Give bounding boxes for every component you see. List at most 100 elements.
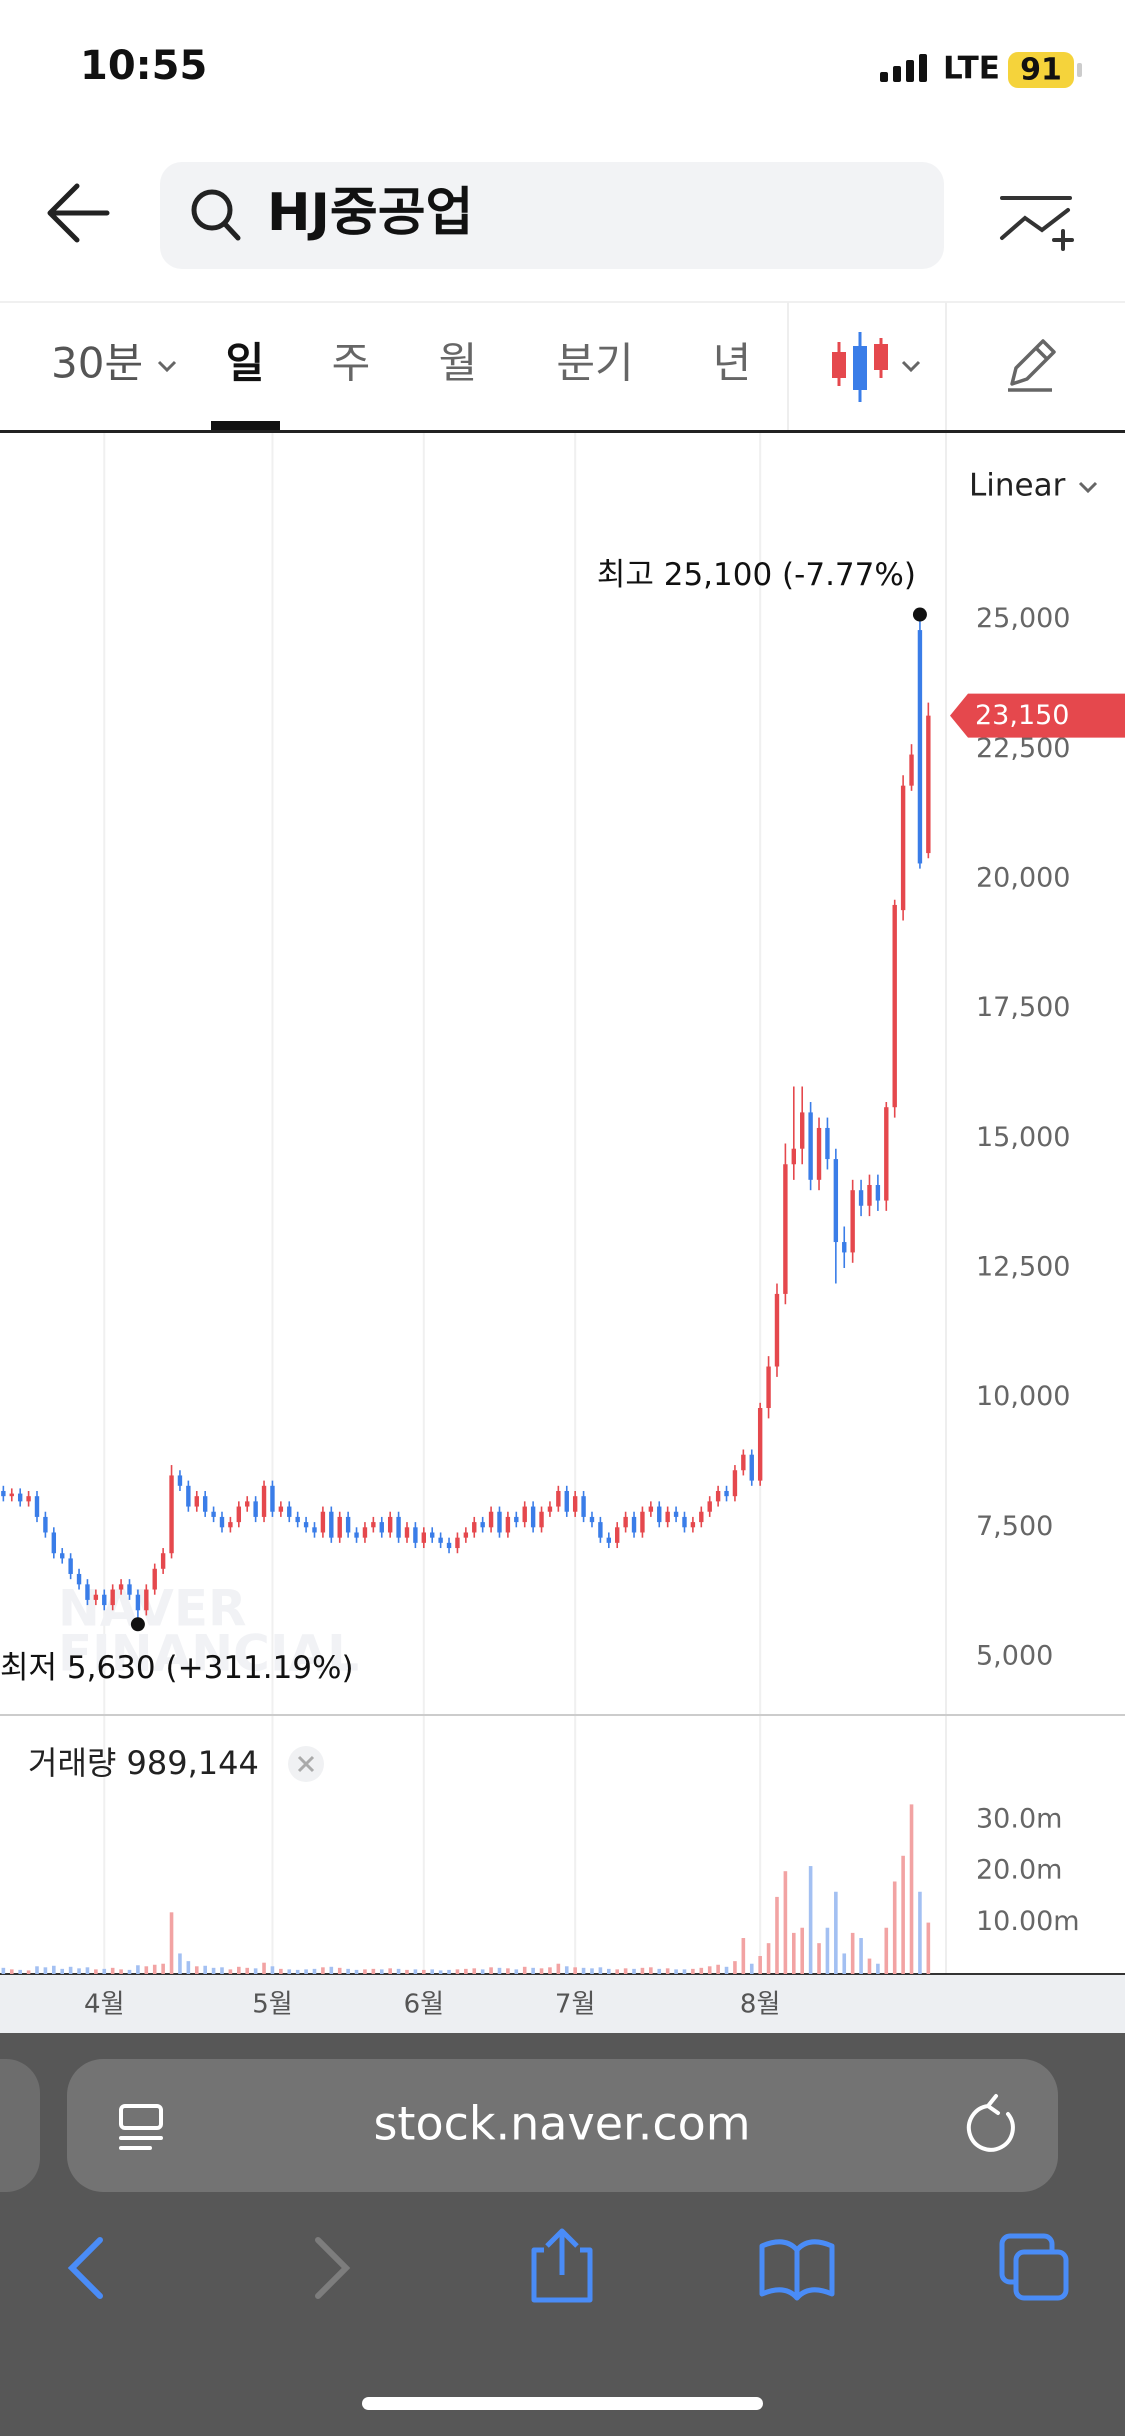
volume-bar [169,1912,174,1974]
volume-bar [178,1953,182,1974]
volume-bar [766,1943,771,1974]
candle-body [514,1516,519,1523]
candle-body [480,1522,485,1528]
volume-bar [1,1967,6,1974]
candle-body [85,1584,90,1600]
volume-bar [724,1966,729,1974]
candle-body [9,1493,14,1497]
volume-bar [859,1938,863,1974]
tab-underline [211,421,280,431]
candle-body [76,1573,82,1585]
volume-bar [379,1969,384,1974]
draw-button[interactable] [1008,339,1056,392]
volume-bar [901,1855,905,1974]
chart-type-button[interactable] [832,332,921,402]
candle-body [278,1506,284,1512]
candle-body [110,1589,115,1606]
scale-mode[interactable]: Linear [969,468,1066,504]
candle-body [152,1568,157,1590]
tab-month[interactable]: 월 [439,339,478,388]
candle-body [413,1527,418,1543]
volume-bar [522,1966,527,1974]
x-tick-label: 7월 [555,1990,595,2020]
volume-bar [262,1962,266,1974]
tab-chevron [157,360,177,373]
candle-body [724,1490,729,1497]
candle-body [850,1190,855,1253]
candle-body [362,1527,368,1538]
y-tick-label: 22,500 [976,733,1070,764]
volume-bar [674,1969,678,1974]
x-tick-label: 5월 [252,1990,292,2020]
volume-bar [127,1969,132,1974]
volume-bar [926,1922,931,1974]
search-box[interactable] [160,162,944,269]
candle-body [606,1537,612,1543]
tab-30min[interactable]: 30분 [51,339,143,388]
candle-body [396,1516,401,1538]
candle-body [169,1475,174,1554]
candle-body [26,1496,31,1502]
y-tick-label: 15,000 [976,1122,1070,1153]
volume-bar [716,1964,720,1974]
last-price-tag [950,693,1125,738]
candle-body [757,1408,763,1481]
tab-day[interactable]: 일 [226,339,265,388]
reload-icon[interactable] [966,2094,1015,2152]
volume-bar [817,1943,821,1974]
volume-bar [304,1969,308,1974]
network-label: LTE [943,51,1000,87]
reader-icon[interactable] [119,2104,163,2150]
compare-button[interactable] [1000,196,1074,251]
volume-bar [691,1968,695,1974]
volume-bar [480,1969,485,1974]
candle-body [892,904,897,1108]
candle-body [337,1516,342,1538]
volume-bar [842,1953,847,1974]
url-pill[interactable] [67,2059,1058,2192]
volume-bar [489,1967,493,1974]
volume-bar [287,1969,292,1974]
volume-bar [110,1967,115,1974]
tab-quarter[interactable]: 분기 [556,339,633,388]
candle-body [749,1454,754,1481]
candle-body [51,1532,57,1554]
volume-bar [295,1969,300,1974]
nav-forward[interactable] [315,2237,351,2299]
volume-bar [850,1932,855,1974]
y-tick-label: 20,000 [976,863,1070,894]
volume-bar [396,1968,401,1974]
volume-bar [52,1965,56,1974]
candle-body [177,1475,183,1486]
volume-bar [464,1968,468,1974]
candle-body [665,1511,670,1523]
volume-bar [43,1967,48,1974]
volume-bar [506,1968,510,1974]
x-axis-band [0,1974,1125,2033]
volume-bar [531,1967,535,1974]
candle-body [808,1112,813,1180]
back-button[interactable] [47,183,110,243]
candle-body [488,1511,494,1528]
close-volume-button[interactable] [288,1746,324,1782]
candle-body [741,1454,746,1471]
candle-body [253,1501,258,1517]
search-text: HJ중공업 [267,183,473,243]
volume-bar [548,1967,552,1974]
volume-bar [800,1927,805,1974]
volume-bar [615,1969,620,1974]
tab-week[interactable]: 주 [332,339,371,388]
tab-year[interactable]: 년 [713,339,752,388]
candle-body [800,1112,805,1149]
bookmarks-button[interactable] [759,2239,835,2301]
volume-bar [564,1966,569,1974]
nav-back[interactable] [67,2237,103,2299]
volume-bar [413,1969,418,1974]
candle-body [60,1553,65,1559]
volume-bar [733,1961,737,1974]
low-annotation: 최저 5,630 (+311.19%) [0,1650,354,1686]
share-button[interactable] [531,2228,593,2303]
volume-bar [237,1966,241,1974]
tabs-button[interactable] [999,2233,1069,2301]
